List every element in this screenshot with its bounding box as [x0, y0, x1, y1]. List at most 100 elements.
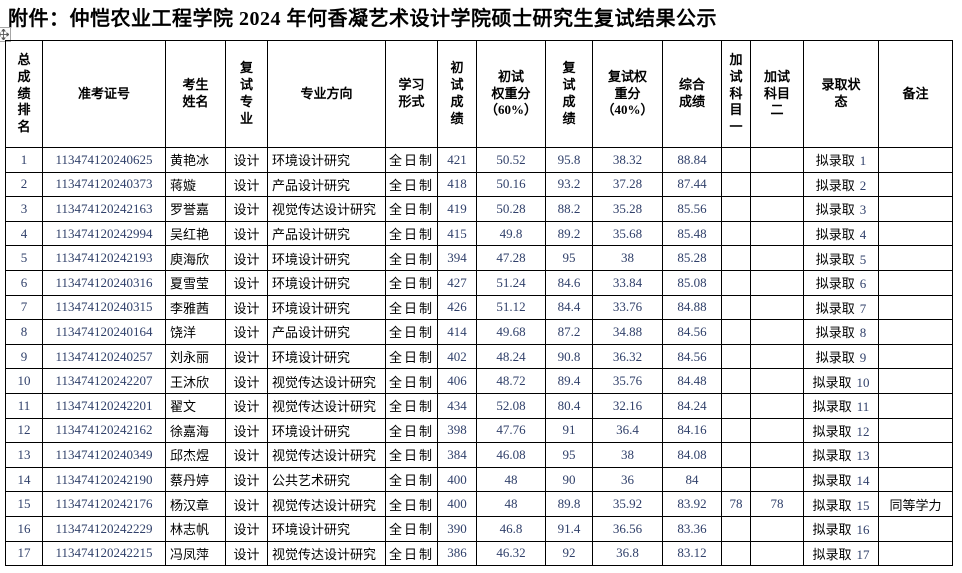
cell-admission-status: 拟录取 11 — [803, 392, 879, 419]
status-text: 拟录取 — [812, 546, 852, 562]
cell-study-mode: 全日制 — [385, 245, 438, 271]
table-body: 1 113474120240625 黄艳冰 设计 环境设计研究 全日制 421 50.52 95… — [5, 147, 953, 567]
cell-ticket: 113474120242176 — [42, 491, 166, 517]
cell-admission-status: 拟录取 1 — [803, 147, 879, 173]
status-number: 16 — [856, 522, 870, 538]
cell-retest-major: 设计 — [225, 466, 268, 493]
cell-extra-subject-1 — [721, 171, 751, 198]
cell-admission-status: 拟录取 5 — [803, 245, 879, 271]
cell-retest-major: 设计 — [225, 515, 268, 542]
col-header-initial-weighted: 初试 权重分 （60%） — [476, 40, 546, 148]
cell-initial-weighted: 47.28 — [476, 245, 546, 271]
cell-direction: 视觉传达设计研究 — [267, 491, 386, 517]
cell-ticket: 113474120240373 — [42, 171, 166, 198]
cell-name: 刘永丽 — [165, 343, 226, 370]
cell-retest-weighted: 36 — [592, 466, 663, 493]
cell-retest-weighted: 37.28 — [592, 171, 663, 198]
status-number: 12 — [856, 423, 870, 439]
cell-retest-major: 设计 — [225, 220, 268, 247]
table-row: 16 113474120242229 林志帆 设计 环境设计研究 全日制 390 46.8 91… — [5, 515, 953, 542]
cell-direction: 视觉传达设计研究 — [267, 392, 386, 419]
cell-admission-status: 拟录取 9 — [803, 343, 879, 370]
cell-initial-weighted: 48.24 — [476, 343, 546, 370]
cell-ticket: 113474120242215 — [42, 540, 166, 567]
cell-remark — [878, 368, 953, 394]
cell-remark: 同等学力 — [878, 491, 953, 517]
cell-ticket: 113474120242207 — [42, 368, 166, 394]
table-row: 3 113474120242163 罗誉嘉 设计 视觉传达设计研究 全日制 419 50.28… — [5, 196, 953, 222]
col-header-retest-weighted: 复试权 重分 （40%） — [592, 40, 663, 148]
status-number: 8 — [859, 325, 867, 341]
cell-name: 翟文 — [165, 392, 226, 419]
cell-study-mode: 全日制 — [385, 294, 438, 321]
cell-total-score: 88.84 — [662, 147, 722, 173]
cell-rank: 8 — [5, 319, 43, 345]
cell-remark — [878, 417, 953, 444]
cell-initial-score: 415 — [437, 220, 477, 247]
cell-remark — [878, 392, 953, 419]
cell-initial-weighted: 50.28 — [476, 196, 546, 222]
cell-admission-status: 拟录取 8 — [803, 319, 879, 345]
cell-retest-score: 84.6 — [545, 269, 593, 296]
cell-admission-status: 拟录取 10 — [803, 368, 879, 394]
cell-extra-subject-2 — [750, 540, 804, 567]
cell-retest-weighted: 38 — [592, 442, 663, 468]
status-number: 11 — [856, 399, 870, 415]
table-row: 8 113474120240164 饶洋 设计 产品设计研究 全日制 414 49.68 87.… — [5, 319, 953, 345]
cell-initial-score: 427 — [437, 269, 477, 296]
cell-extra-subject-1 — [721, 220, 751, 247]
cell-rank: 6 — [5, 269, 43, 296]
cell-initial-score: 421 — [437, 147, 477, 173]
cell-remark — [878, 319, 953, 345]
cell-direction: 视觉传达设计研究 — [267, 368, 386, 394]
cell-study-mode: 全日制 — [385, 343, 438, 370]
cell-admission-status: 拟录取 15 — [803, 491, 879, 517]
cell-rank: 2 — [5, 171, 43, 198]
cell-direction: 产品设计研究 — [267, 220, 386, 247]
cell-remark — [878, 269, 953, 296]
status-number: 15 — [856, 497, 870, 513]
cell-total-score: 84.56 — [662, 343, 722, 370]
cell-extra-subject-2 — [750, 417, 804, 444]
cell-initial-score: 426 — [437, 294, 477, 321]
status-text: 拟录取 — [815, 276, 855, 292]
status-number: 1 — [859, 153, 867, 169]
table-row: 6 113474120240316 夏雪莹 设计 环境设计研究 全日制 427 51.24 84… — [5, 269, 953, 296]
cell-admission-status: 拟录取 6 — [803, 269, 879, 296]
cell-study-mode: 全日制 — [385, 171, 438, 198]
cell-initial-weighted: 47.76 — [476, 417, 546, 444]
cell-extra-subject-1 — [721, 515, 751, 542]
cell-total-score: 83.12 — [662, 540, 722, 567]
cell-retest-major: 设计 — [225, 269, 268, 296]
cell-direction: 环境设计研究 — [267, 245, 386, 271]
cell-direction: 环境设计研究 — [267, 343, 386, 370]
cell-study-mode: 全日制 — [385, 515, 438, 542]
cell-retest-weighted: 35.76 — [592, 368, 663, 394]
cell-rank: 13 — [5, 442, 43, 468]
table-row: 11 113474120242201 翟文 设计 视觉传达设计研究 全日制 434 52.08… — [5, 392, 953, 419]
cell-name: 冯凤萍 — [165, 540, 226, 567]
col-header-extra-subject-1: 加 试 科 目 一 — [721, 40, 751, 148]
cell-name: 饶洋 — [165, 319, 226, 345]
cell-retest-major: 设计 — [225, 196, 268, 222]
table-header: 总 成 绩 排 名 准考证号 考生 姓名 复 试 专 业 专业方向 学习 形式 … — [5, 40, 953, 148]
table-row: 12 113474120242162 徐嘉海 设计 环境设计研究 全日制 398 47.76 9… — [5, 417, 953, 444]
cell-direction: 环境设计研究 — [267, 269, 386, 296]
cell-total-score: 85.28 — [662, 245, 722, 271]
cell-extra-subject-2 — [750, 171, 804, 198]
cell-admission-status: 拟录取 13 — [803, 442, 879, 468]
cell-total-score: 85.56 — [662, 196, 722, 222]
cell-study-mode: 全日制 — [385, 392, 438, 419]
cell-study-mode: 全日制 — [385, 417, 438, 444]
cell-extra-subject-2 — [750, 319, 804, 345]
cell-retest-major: 设计 — [225, 491, 268, 517]
cell-name: 林志帆 — [165, 515, 226, 542]
status-text: 拟录取 — [812, 374, 852, 390]
cell-extra-subject-1 — [721, 392, 751, 419]
cell-retest-score: 90 — [545, 466, 593, 493]
cell-extra-subject-1 — [721, 466, 751, 493]
col-header-extra-subject-2: 加试 科目 二 — [750, 40, 804, 148]
cell-retest-score: 89.8 — [545, 491, 593, 517]
col-header-name: 考生 姓名 — [165, 40, 226, 148]
cell-total-score: 85.48 — [662, 220, 722, 247]
